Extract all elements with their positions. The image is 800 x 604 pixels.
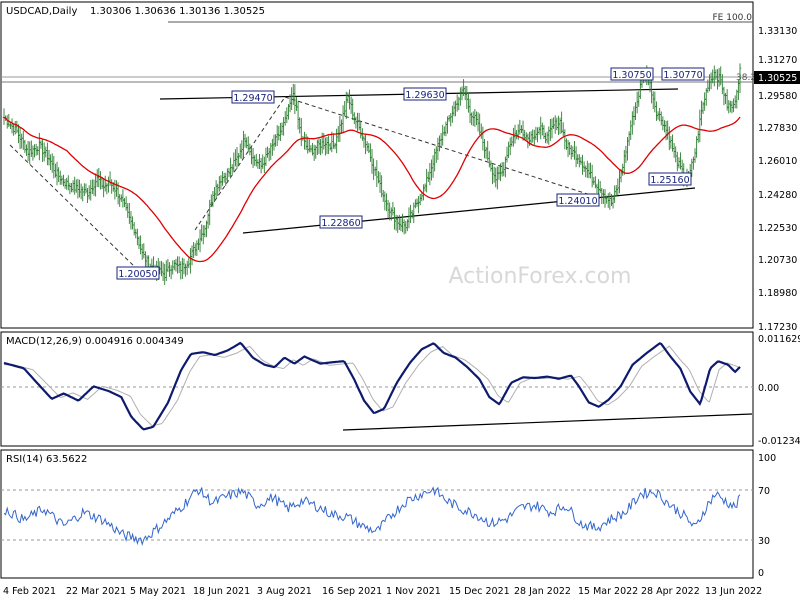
y-tick-label: -0.012348	[758, 436, 800, 447]
annotation-1: 1.20050	[116, 266, 160, 280]
y-tick-label: 1.22530	[758, 223, 797, 234]
svg-text:1.24010: 1.24010	[558, 196, 597, 207]
dashed-line-c	[284, 96, 601, 199]
svg-text:1.22860: 1.22860	[321, 218, 360, 229]
y-tick-label: 0	[758, 568, 764, 579]
rsi-y-axis: 100 70 30 0	[758, 453, 776, 579]
y-tick-label: 1.26010	[758, 156, 797, 167]
y-tick-label: 1.20730	[758, 255, 797, 266]
annotation-7: 1.30770	[661, 67, 705, 81]
x-tick-label: 15 Dec 2021	[449, 586, 510, 597]
y-tick-label: 1.24280	[758, 190, 797, 201]
price-tag-label: 1.30525	[758, 73, 797, 84]
moving-average-line	[3, 116, 741, 263]
lower-trendline	[242, 187, 696, 234]
main-y-axis: 1.33130 1.31270 1.29580 1.27830 1.26010 …	[758, 26, 797, 333]
svg-text:1.30750: 1.30750	[612, 70, 651, 81]
svg-text:1.20050: 1.20050	[118, 269, 157, 280]
y-tick-label: 100	[758, 453, 776, 464]
y-tick-label: 1.31270	[758, 55, 797, 66]
macd-y-axis: 0.011629 0.00 -0.012348	[758, 334, 800, 447]
x-tick-label: 1 Nov 2021	[386, 586, 441, 597]
x-tick-label: 13 Jun 2022	[705, 586, 762, 597]
ohlc-label: 1.30306 1.30636 1.30136 1.30525	[90, 6, 265, 17]
symbol-label: USDCAD,Daily	[6, 6, 77, 17]
y-tick-label: 70	[758, 486, 770, 497]
x-tick-label: 18 Jun 2021	[193, 586, 250, 597]
price-bar	[738, 63, 742, 94]
macd-panel[interactable]	[0, 331, 754, 447]
x-tick-label: 15 Mar 2022	[578, 586, 638, 597]
x-tick-label: 3 Aug 2021	[257, 586, 312, 597]
signal-line	[4, 345, 741, 426]
y-tick-label: 1.27830	[758, 123, 797, 134]
macd-trendline	[342, 413, 753, 431]
y-tick-label: 1.17230	[758, 322, 797, 333]
x-tick-label: 4 Feb 2021	[3, 586, 56, 597]
y-tick-label: 1.33130	[758, 26, 797, 37]
x-axis: 4 Feb 2021 22 Mar 2021 5 May 2021 18 Jun…	[3, 586, 762, 597]
y-tick-label: 30	[758, 536, 770, 547]
annotation-3: 1.22860	[319, 215, 363, 229]
x-tick-label: 28 Apr 2022	[641, 586, 700, 597]
watermark: ActionForex.com	[449, 264, 632, 289]
rsi-panel[interactable]	[0, 449, 754, 579]
x-tick-label: 28 Jan 2022	[514, 586, 571, 597]
x-tick-label: 16 Sep 2021	[322, 586, 382, 597]
svg-text:1.29630: 1.29630	[405, 90, 444, 101]
y-tick-label: 1.29580	[758, 91, 797, 102]
annotation-6: 1.30750	[610, 67, 654, 81]
y-tick-label: 1.18980	[758, 288, 797, 299]
svg-text:1.30770: 1.30770	[663, 70, 702, 81]
x-tick-label: 22 Mar 2021	[66, 586, 126, 597]
fe-label: FE 100.0	[713, 13, 753, 23]
dashed-line-b	[194, 96, 286, 231]
price-tag	[754, 71, 800, 84]
macd-line	[3, 341, 741, 431]
annotation-8: 1.25160	[648, 172, 692, 186]
annotation-4: 1.29630	[403, 87, 447, 101]
rsi-line	[3, 486, 741, 546]
svg-text:1.25160: 1.25160	[650, 175, 689, 186]
x-tick-label: 5 May 2021	[130, 586, 186, 597]
macd-label: MACD(12,26,9) 0.004916 0.004349	[6, 336, 184, 347]
dashed-line-a	[9, 144, 139, 271]
y-tick-label: 0.011629	[758, 334, 800, 345]
annotation-2: 1.29470	[231, 90, 275, 104]
fib-label: 38.2	[736, 73, 756, 83]
svg-text:1.29470: 1.29470	[233, 93, 272, 104]
y-tick-label: 0.00	[758, 383, 779, 394]
rsi-label: RSI(14) 63.5622	[6, 454, 87, 465]
annotation-5: 1.24010	[556, 193, 600, 207]
